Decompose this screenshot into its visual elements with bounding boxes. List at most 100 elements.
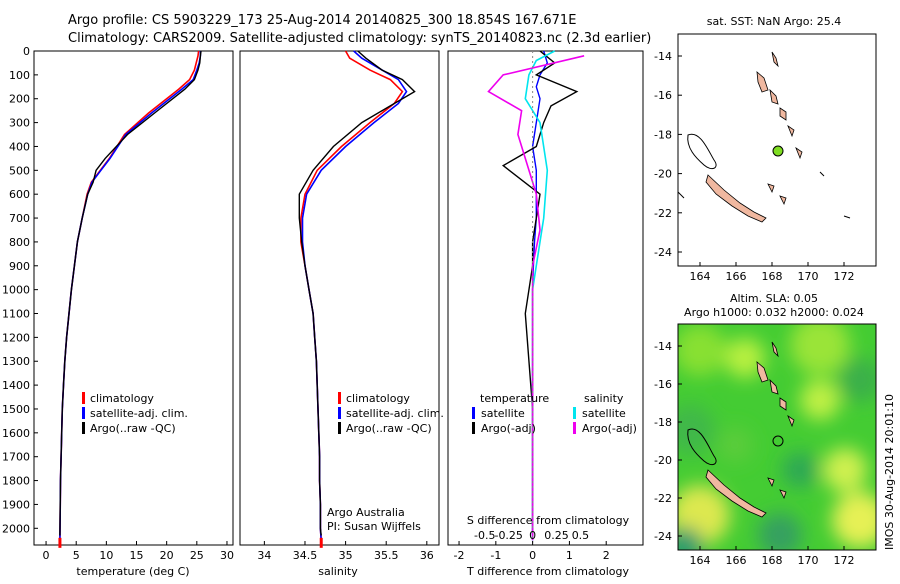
- temperature-tick-label: 20: [160, 549, 174, 562]
- grande-terre-island: [705, 469, 767, 518]
- temperature-xlabel: temperature (deg C): [76, 565, 189, 578]
- legend-argo: Argo(..raw -QC): [90, 422, 176, 435]
- s-difference-label: S difference from climatology: [467, 514, 630, 527]
- legend-sal-satellite: satellite: [582, 407, 626, 420]
- series-line-temperature-argo-adj-: [501, 50, 579, 536]
- title-line-1: Argo profile: CS 5903229_173 25-Aug-2014…: [68, 13, 576, 28]
- lon-tick-label: 172: [834, 554, 855, 567]
- vanuatu-island: [769, 88, 779, 105]
- salinity-tick-label: 34: [257, 549, 271, 562]
- sst-map-coastlines: [677, 51, 851, 223]
- lat-tick-label: -18: [654, 416, 672, 429]
- sla-field: [678, 324, 876, 550]
- depth-tick-label: 900: [9, 260, 30, 273]
- temperature-tick-label: 15: [130, 549, 144, 562]
- legend-temperature-title: temperature: [480, 392, 549, 405]
- legend-swatch-satellite: [82, 407, 85, 419]
- vanuatu-island: [756, 71, 769, 93]
- lon-tick-label: 166: [726, 270, 747, 283]
- legend-swatch-satellite: [338, 407, 341, 419]
- lat-tick-label: -16: [654, 89, 672, 102]
- lon-tick-label: 168: [762, 270, 783, 283]
- salinity-tick-label: 36: [420, 549, 434, 562]
- legend-swatch-sal-argo: [573, 422, 576, 434]
- lon-tick-label: 170: [798, 554, 819, 567]
- depth-tick-label: 1500: [2, 403, 30, 416]
- legend-satellite: satellite-adj. clim.: [346, 407, 444, 420]
- vanuatu-island: [756, 361, 769, 383]
- t-difference-xlabel: T difference from climatology: [466, 565, 629, 578]
- credit-pi: PI: Susan Wijffels: [327, 520, 421, 533]
- series-line-satellite-adj-clim-: [59, 51, 202, 541]
- legend-argo: Argo(..raw -QC): [346, 422, 432, 435]
- sla-patch: [823, 448, 867, 492]
- loyalty-island: [779, 489, 787, 500]
- sst-map-title: sat. SST: NaN Argo: 25.4: [707, 15, 841, 28]
- lon-tick-label: 172: [834, 270, 855, 283]
- vanuatu-island: [787, 414, 795, 428]
- salinity-legend: climatology satellite-adj. clim. Argo(..…: [338, 392, 444, 435]
- grande-terre-island: [705, 174, 767, 223]
- series-line-climatology: [59, 50, 200, 541]
- lon-tick-label: 168: [762, 554, 783, 567]
- legend-swatch-argo: [82, 422, 85, 434]
- legend-swatch-climatology: [338, 392, 341, 404]
- depth-tick-label: 200: [9, 93, 30, 106]
- lat-tick-label: -14: [654, 340, 672, 353]
- lat-tick-label: -20: [654, 168, 672, 181]
- legend-swatch-argo: [338, 422, 341, 434]
- depth-tick-label: 2000: [2, 522, 30, 535]
- salinity-tick-label: 34.5: [293, 549, 318, 562]
- depth-tick-label: 1800: [2, 475, 30, 488]
- legend-satellite: satellite-adj. clim.: [90, 407, 188, 420]
- legend-sal-argo: Argo(-adj): [582, 422, 637, 435]
- legend-salinity-title: salinity: [584, 392, 624, 405]
- salinity-tick-label: 35: [339, 549, 353, 562]
- new-caledonia-outline: [687, 133, 717, 170]
- sla-patch: [782, 452, 818, 488]
- depth-tick-label: 600: [9, 188, 30, 201]
- sla-map-title-2: Argo h1000: 0.032 h2000: 0.024: [684, 306, 864, 319]
- lon-tick-label: 164: [690, 554, 711, 567]
- lat-tick-label: -16: [654, 378, 672, 391]
- argo-float-marker: [772, 145, 784, 157]
- s-difference-tick-label: 0.25: [544, 529, 569, 542]
- lon-tick-label: 170: [798, 270, 819, 283]
- sla-patch: [832, 492, 876, 548]
- temperature-tick-label: 30: [220, 549, 234, 562]
- sla-patch: [790, 324, 850, 375]
- depth-tick-label: 1200: [2, 331, 30, 344]
- salinity-tick-label: 35.5: [374, 549, 399, 562]
- sst-map: sat. SST: NaN Argo: 25.4 -14 -16 -18 -20 -22…: [654, 15, 877, 283]
- depth-tick-label: 100: [9, 69, 30, 82]
- vanuatu-island: [771, 51, 779, 68]
- lat-tick-label: -22: [654, 492, 672, 505]
- legend-swatch-temp-satellite: [472, 407, 475, 419]
- temperature-tick-label: 0: [43, 549, 50, 562]
- vanuatu-island: [787, 124, 795, 138]
- coastline-fragment: [677, 191, 685, 199]
- loyalty-island: [779, 195, 787, 206]
- depth-tick-label: 800: [9, 236, 30, 249]
- s-difference-tick-label: 0: [529, 529, 536, 542]
- vanuatu-island: [771, 341, 779, 358]
- depth-tick-label: 400: [9, 140, 30, 153]
- temperature-axes-frame: [33, 50, 234, 546]
- legend-swatch-temp-argo: [472, 422, 475, 434]
- sla-patch: [758, 513, 802, 550]
- depth-tick-label: 1400: [2, 379, 30, 392]
- s-difference-tick-label: -0.5: [474, 529, 495, 542]
- series-line-argo-raw-qc-: [59, 50, 202, 536]
- difference-tick-label: -1: [490, 549, 501, 562]
- depth-tick-label: 1600: [2, 427, 30, 440]
- lon-tick-label: 166: [726, 554, 747, 567]
- vanuatu-island: [779, 397, 787, 411]
- legend-swatch-sal-satellite: [573, 407, 576, 419]
- depth-tick-label: 500: [9, 164, 30, 177]
- difference-tick-label: 2: [603, 549, 610, 562]
- sla-patch: [678, 324, 726, 376]
- sla-map-frame: [677, 323, 877, 551]
- lat-tick-label: -18: [654, 128, 672, 141]
- credit-argo-australia: Argo Australia: [327, 506, 405, 519]
- sla-patch: [800, 380, 840, 420]
